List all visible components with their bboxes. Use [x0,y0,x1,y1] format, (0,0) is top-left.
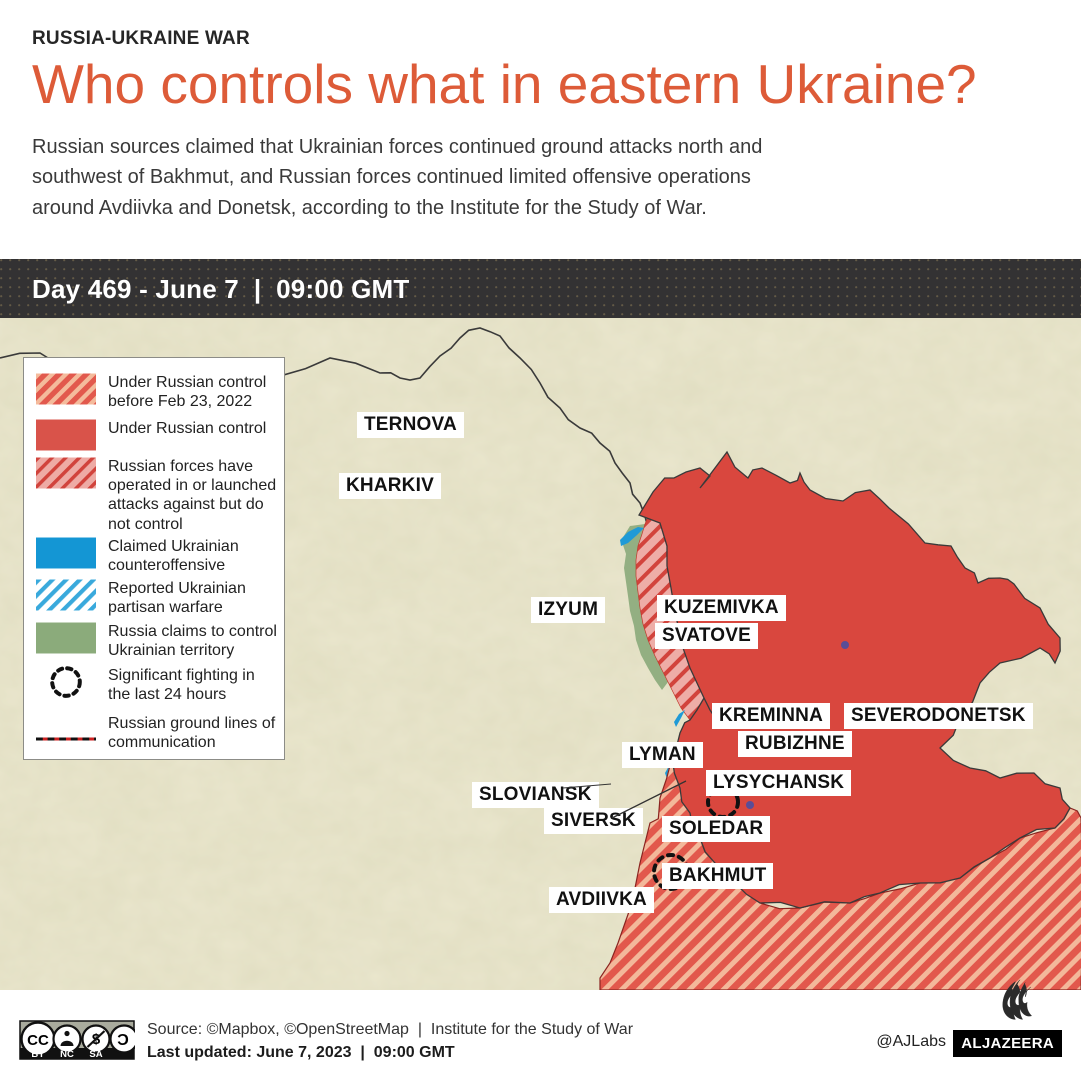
svg-text:C: C [117,1032,129,1049]
svg-text:BY: BY [31,1049,45,1060]
svg-text:CC: CC [27,1032,49,1049]
svg-text:SA: SA [89,1049,102,1060]
svg-text:NC: NC [60,1049,74,1060]
